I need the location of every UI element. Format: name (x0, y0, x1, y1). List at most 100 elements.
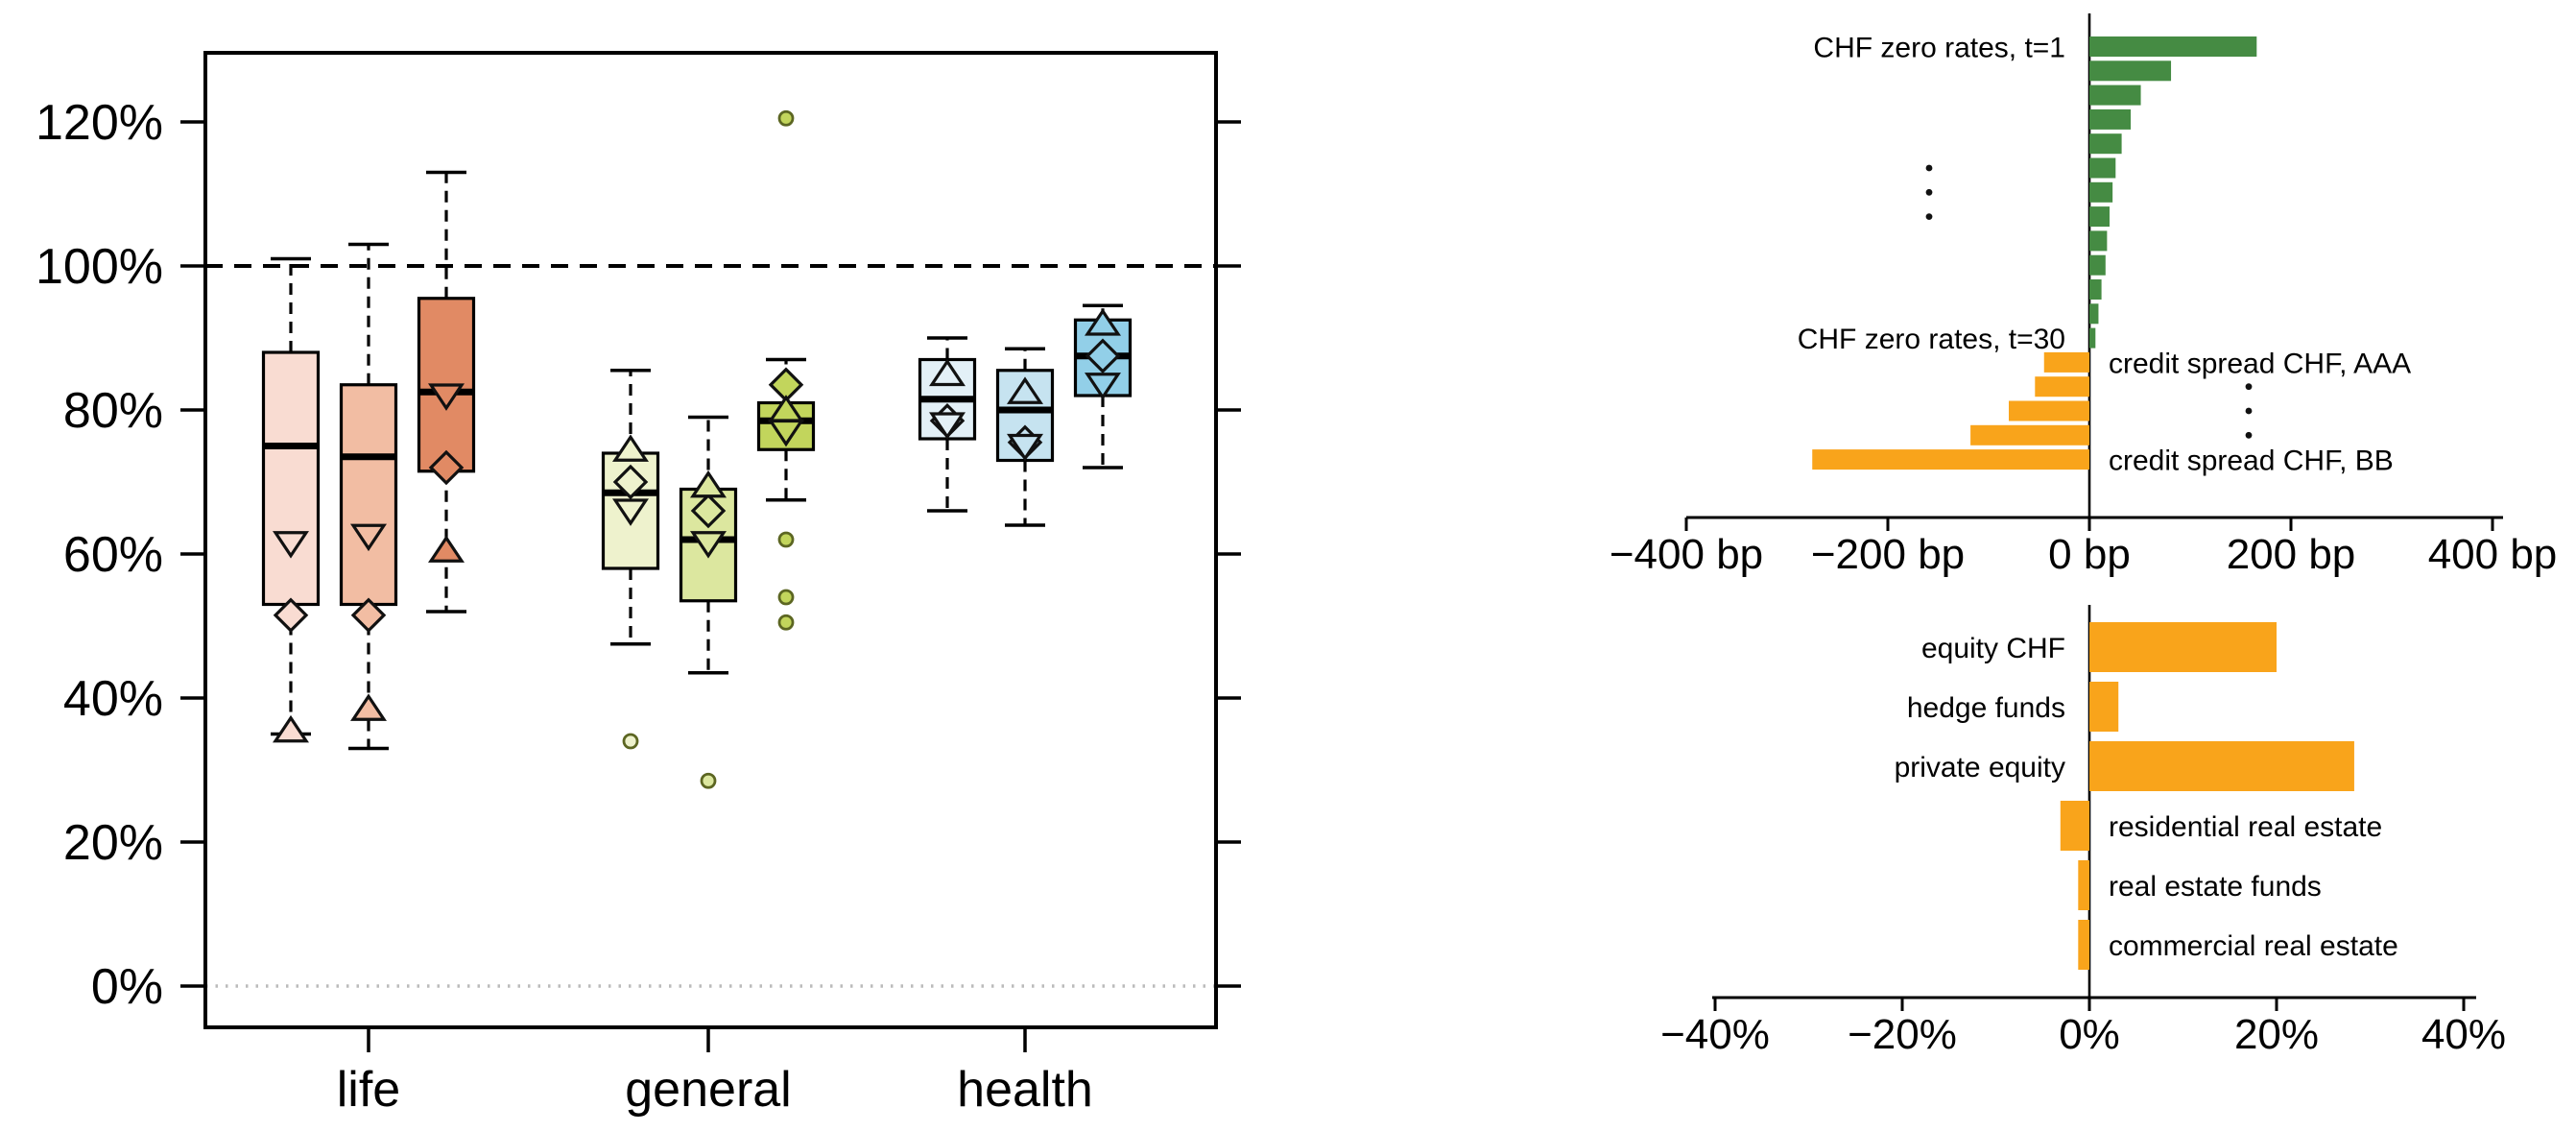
triangle-down-marker (1085, 373, 1121, 400)
y-axis-tick-label: 20% (63, 815, 163, 871)
bar-label: private equity (1895, 752, 2065, 783)
triangle-up-marker (690, 470, 727, 498)
bp-sensitivity-chart: CHF zero rates, t=1 CHF zero rates, t=30 c… (1610, 13, 2557, 578)
triangle-down-marker (929, 412, 966, 440)
iqr-box (339, 383, 398, 607)
ellipsis-dot-right (2245, 383, 2253, 391)
triangle-up-marker (350, 693, 387, 721)
y-axis-tick-label: 120% (36, 95, 163, 151)
box-life-1 (261, 256, 321, 743)
bar-row-1 (2089, 622, 2277, 672)
bar-row-5 (2089, 133, 2122, 155)
diamond-marker (273, 597, 309, 634)
bar-row-7 (2089, 181, 2113, 203)
bar-label: hedge funds (1907, 692, 2065, 724)
triangle-down-marker (428, 383, 465, 411)
bar-label: CHF zero rates, t=1 (1813, 33, 2065, 64)
triangle-up-marker (273, 714, 309, 743)
x-axis-tick-label: 40% (2421, 1011, 2506, 1058)
ellipsis-dot-left (1925, 188, 1933, 196)
bar-row-4 (2089, 108, 2132, 130)
diamond-marker (612, 464, 649, 500)
y-axis-tick-label: 100% (36, 239, 163, 295)
y-axis-tick-label: 40% (63, 671, 163, 727)
box-general-1 (601, 369, 660, 750)
iqr-box (261, 350, 321, 607)
y-axis-tick-label: 0% (91, 959, 163, 1015)
triangle-up-marker (612, 434, 649, 462)
box-health-3 (1073, 303, 1133, 470)
triangle-up-marker (929, 358, 966, 387)
box-group-health: health (918, 303, 1133, 1118)
bar-row-17 (1970, 424, 2089, 446)
bar-row-6 (2078, 920, 2089, 970)
diamond-marker (428, 449, 465, 486)
x-axis-tick-label: −40% (1660, 1011, 1770, 1058)
bar-row-3 (2089, 84, 2141, 106)
bar-row-15 (2035, 376, 2089, 397)
bar-row-8 (2089, 206, 2110, 228)
bar-label: credit spread CHF, AAA (2109, 348, 2411, 379)
bar-row-10 (2089, 254, 2106, 276)
ellipsis-dot-right (2245, 431, 2253, 439)
box-life-2 (339, 242, 398, 751)
bar-label: CHF zero rates, t=30 (1798, 324, 2065, 355)
outlier-point (622, 733, 639, 750)
triangle-up-marker (1007, 376, 1043, 404)
ellipsis-dot-left (1925, 164, 1933, 172)
box-group-life: life (261, 170, 476, 1118)
bar-row-2 (2089, 60, 2172, 82)
ellipsis-dot-left (1925, 213, 1933, 221)
bar-label: commercial real estate (2109, 930, 2398, 962)
bar-row-2 (2089, 682, 2119, 732)
ellipsis-dot-right (2245, 407, 2253, 415)
triangle-up-marker (428, 535, 465, 563)
outlier-point (700, 772, 717, 789)
diamond-marker (1085, 338, 1121, 374)
x-axis-tick-label: 0% (2059, 1011, 2120, 1058)
boxplot-panel: 0% 20% 40% 60% 80% 100% 120% life general health (36, 51, 1241, 1118)
x-axis-tick-label: 200 bp (2227, 531, 2356, 578)
diamond-marker (350, 597, 387, 634)
bar-row-16 (2009, 400, 2089, 421)
bar-label: real estate funds (2109, 871, 2322, 903)
triangle-up-marker (768, 395, 804, 422)
x-axis-category-label: general (625, 1062, 791, 1118)
x-axis-category-label: life (337, 1062, 400, 1118)
triangle-up-marker (1085, 308, 1121, 336)
bar-row-12 (2089, 303, 2099, 325)
outlier-point (777, 614, 795, 631)
x-axis-tick-label: −400 bp (1610, 531, 1763, 578)
box-group-general: general (601, 109, 816, 1118)
bar-row-13 (2089, 327, 2096, 349)
plot-frame (203, 51, 1218, 1029)
bar-row-5 (2078, 860, 2089, 910)
bar-row-9 (2089, 230, 2108, 252)
x-axis-tick-label: 400 bp (2428, 531, 2558, 578)
bar-row-14 (2043, 351, 2089, 373)
box-general-3 (756, 109, 816, 631)
y-axis-tick-label: 80% (63, 383, 163, 439)
triangle-down-marker (273, 531, 309, 559)
bar-row-1 (2089, 36, 2257, 57)
box-life-3 (417, 170, 476, 614)
x-axis-category-label: health (957, 1062, 1093, 1118)
bar-label: equity CHF (1921, 633, 2065, 664)
outlier-point (777, 531, 795, 548)
x-axis-tick-label: −20% (1848, 1011, 1957, 1058)
y-axis-tick-label: 60% (63, 527, 163, 583)
box-health-1 (918, 336, 977, 513)
diamond-marker (690, 493, 727, 529)
bar-row-6 (2089, 157, 2116, 179)
triangle-down-marker (690, 531, 727, 559)
box-general-2 (679, 415, 738, 789)
triangle-down-marker (1007, 433, 1043, 462)
outlier-point (777, 109, 795, 127)
bar-label: credit spread CHF, BB (2109, 446, 2394, 477)
x-axis-tick-label: −200 bp (1811, 531, 1965, 578)
bar-row-3 (2089, 741, 2354, 791)
triangle-down-marker (350, 523, 387, 552)
bar-row-18 (1812, 449, 2089, 470)
bar-row-4 (2060, 801, 2089, 851)
